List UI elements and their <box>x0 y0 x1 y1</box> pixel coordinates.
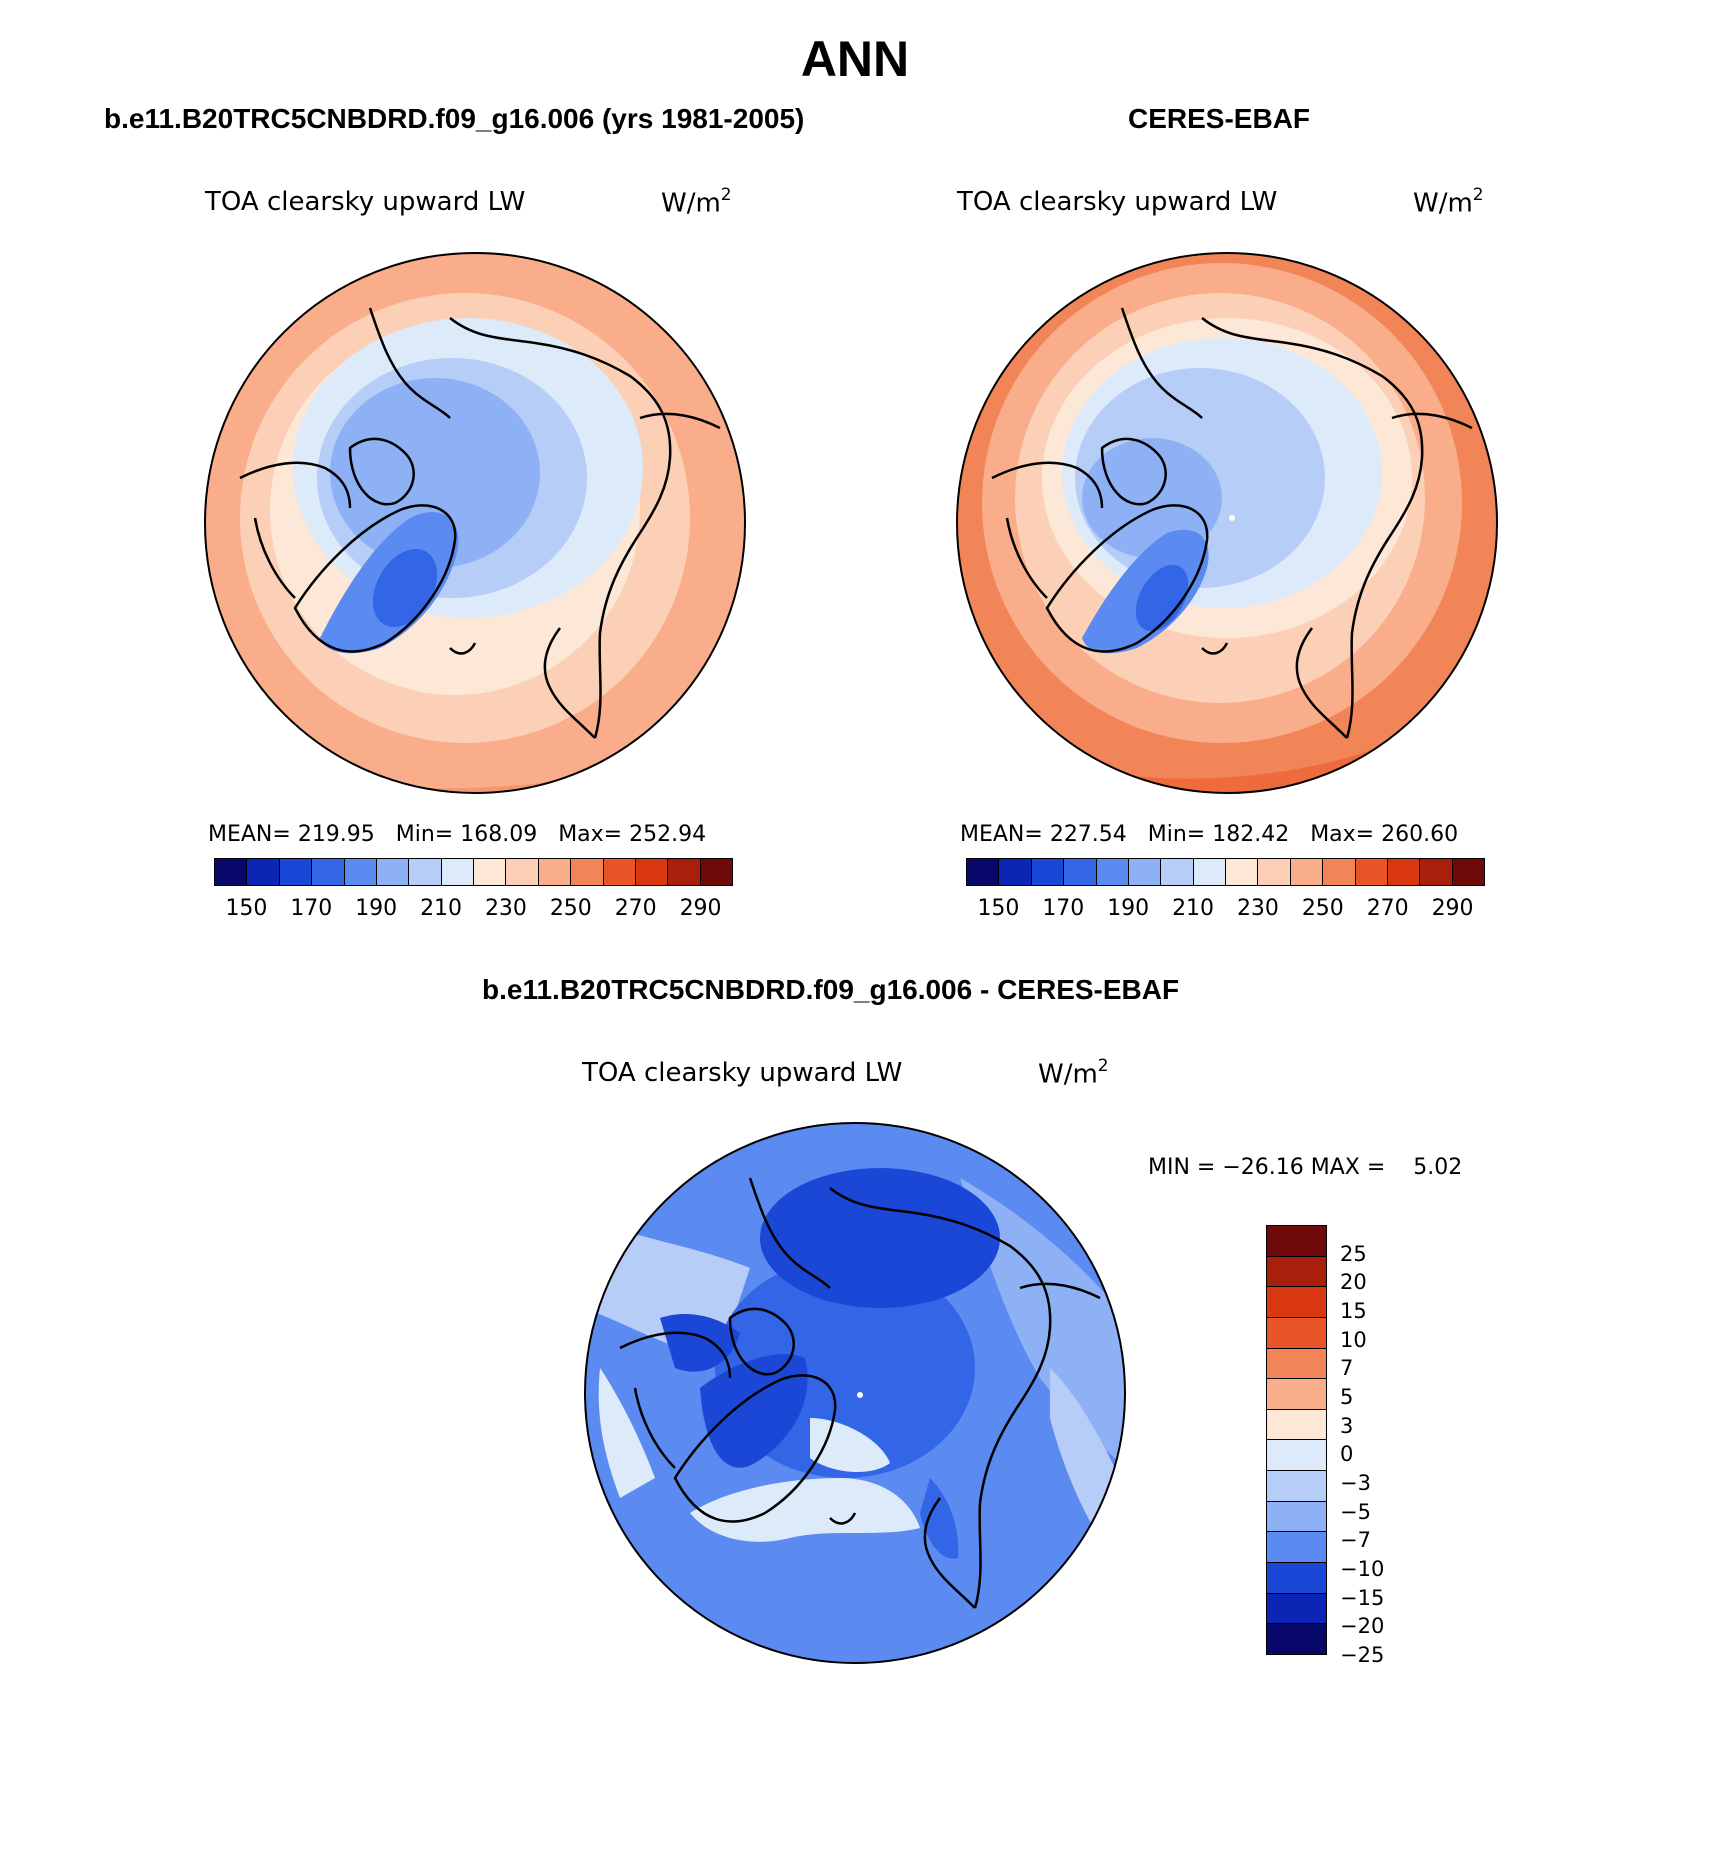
colorbar-tick-label: 250 <box>1301 896 1344 921</box>
model-stats: MEAN= 219.95 Min= 168.09 Max= 252.94 <box>208 822 707 847</box>
model-panel-title: b.e11.B20TRC5CNBDRD.f09_g16.006 (yrs 198… <box>104 103 805 134</box>
colorbar-swatch <box>247 859 280 885</box>
colorbar-swatch <box>376 859 410 885</box>
colorbar-swatch <box>668 859 701 885</box>
colorbar-tick-label: −7 <box>1340 1528 1371 1553</box>
colorbar-swatch <box>506 859 539 885</box>
colorbar-tick-label: −15 <box>1340 1585 1385 1610</box>
diff-units-label: W/m2 <box>1038 1056 1109 1090</box>
model-colorbar <box>214 858 733 886</box>
diff-polar-map <box>584 1122 1126 1664</box>
colorbar-swatch <box>1128 859 1162 885</box>
colorbar-tick-label: 15 <box>1340 1299 1367 1323</box>
colorbar-tick-label: 10 <box>1340 1327 1367 1352</box>
colorbar-swatch <box>571 859 604 885</box>
colorbar-swatch <box>1452 859 1484 885</box>
colorbar-swatch <box>1323 859 1356 885</box>
colorbar-swatch <box>1267 1532 1326 1564</box>
colorbar-tick-label: −10 <box>1340 1557 1385 1581</box>
colorbar-swatch <box>279 859 313 885</box>
colorbar-tick-label: 170 <box>1042 896 1085 921</box>
diff-stats: MIN = −26.16 MAX = 5.02 <box>1148 1155 1463 1180</box>
model-polar-map <box>204 252 746 794</box>
colorbar-swatch <box>999 859 1032 885</box>
colorbar-swatch <box>1387 859 1421 885</box>
colorbar-swatch <box>1267 1501 1326 1533</box>
colorbar-swatch <box>344 859 377 885</box>
colorbar-swatch <box>1290 859 1324 885</box>
colorbar-swatch <box>1267 1471 1326 1502</box>
colorbar-swatch <box>635 859 669 885</box>
colorbar-swatch <box>1267 1226 1326 1257</box>
colorbar-swatch <box>1267 1287 1326 1318</box>
diff-colorbar <box>1266 1225 1327 1655</box>
colorbar-tick-label: 3 <box>1340 1413 1354 1438</box>
main-title: ANN <box>800 31 910 87</box>
diff-variable-label: TOA clearsky upward LW <box>582 1058 903 1088</box>
colorbar-tick-label: 210 <box>420 896 463 921</box>
colorbar-tick-label: 150 <box>977 896 1020 921</box>
colorbar-tick-label: 20 <box>1340 1270 1367 1295</box>
colorbar-swatch <box>1267 1409 1326 1441</box>
colorbar-tick-label: 250 <box>549 896 592 921</box>
colorbar-swatch <box>700 859 732 885</box>
colorbar-tick-label: 5 <box>1340 1385 1354 1409</box>
colorbar-swatch <box>967 859 1000 885</box>
colorbar-swatch <box>1267 1379 1326 1410</box>
colorbar-swatch <box>1267 1256 1326 1288</box>
obs-variable-label: TOA clearsky upward LW <box>957 187 1278 217</box>
colorbar-swatch <box>1355 859 1388 885</box>
obs-polar-map <box>956 252 1498 794</box>
colorbar-swatch <box>1267 1348 1326 1380</box>
colorbar-tick-label: 230 <box>484 896 527 921</box>
colorbar-swatch <box>409 859 442 885</box>
colorbar-tick-label: 190 <box>355 896 398 921</box>
colorbar-tick-label: 290 <box>679 896 722 921</box>
colorbar-tick-label: 290 <box>1431 896 1474 921</box>
colorbar-swatch <box>603 859 636 885</box>
colorbar-swatch <box>312 859 345 885</box>
colorbar-tick-label: 170 <box>290 896 333 921</box>
colorbar-swatch <box>1420 859 1453 885</box>
colorbar-swatch <box>441 859 474 885</box>
colorbar-swatch <box>1267 1624 1326 1654</box>
diff-panel-title: b.e11.B20TRC5CNBDRD.f09_g16.006 - CERES-… <box>482 974 1180 1005</box>
colorbar-tick-label: 0 <box>1340 1442 1354 1467</box>
colorbar-tick-label: 7 <box>1340 1356 1354 1381</box>
colorbar-swatch <box>1096 859 1129 885</box>
obs-stats: MEAN= 227.54 Min= 182.42 Max= 260.60 <box>960 822 1459 847</box>
colorbar-tick-label: 210 <box>1172 896 1215 921</box>
colorbar-tick-label: −3 <box>1340 1471 1371 1495</box>
colorbar-tick-label: 230 <box>1236 896 1279 921</box>
colorbar-swatch <box>1226 859 1259 885</box>
model-variable-label: TOA clearsky upward LW <box>205 187 526 217</box>
colorbar-swatch <box>1267 1440 1326 1472</box>
colorbar-tick-label: 25 <box>1340 1241 1367 1266</box>
colorbar-swatch <box>1193 859 1226 885</box>
colorbar-swatch <box>1064 859 1097 885</box>
colorbar-tick-label: 270 <box>614 896 657 921</box>
colorbar-tick-label: −5 <box>1340 1499 1371 1524</box>
colorbar-swatch <box>1267 1593 1326 1625</box>
colorbar-swatch <box>1267 1563 1326 1594</box>
colorbar-swatch <box>538 859 572 885</box>
model-units-label: W/m2 <box>661 185 732 219</box>
obs-panel-title: CERES-EBAF <box>1128 103 1311 134</box>
colorbar-swatch <box>1161 859 1194 885</box>
obs-colorbar <box>966 858 1485 886</box>
colorbar-swatch <box>215 859 248 885</box>
colorbar-swatch <box>1267 1317 1326 1349</box>
colorbar-tick-label: 150 <box>225 896 268 921</box>
colorbar-swatch <box>1258 859 1291 885</box>
obs-units-label: W/m2 <box>1413 185 1484 219</box>
colorbar-tick-label: 270 <box>1366 896 1409 921</box>
colorbar-tick-label: −25 <box>1340 1643 1385 1667</box>
colorbar-tick-label: −20 <box>1340 1614 1385 1639</box>
colorbar-swatch <box>474 859 507 885</box>
colorbar-tick-label: 190 <box>1107 896 1150 921</box>
colorbar-swatch <box>1031 859 1065 885</box>
